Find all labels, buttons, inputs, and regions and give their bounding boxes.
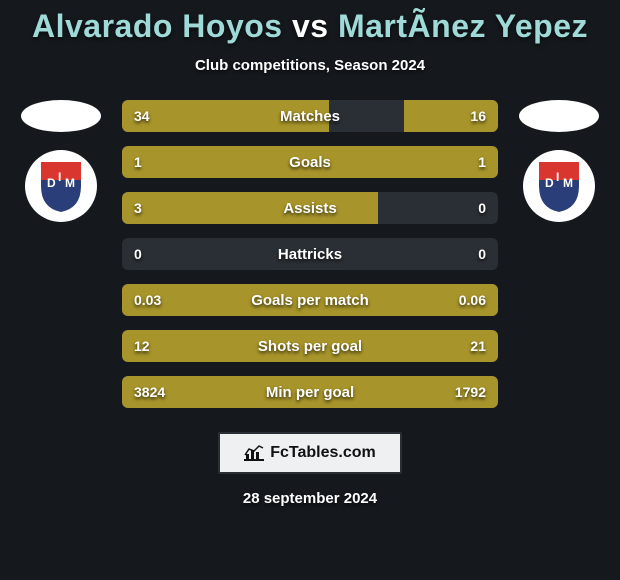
stat-value-right: 0	[478, 238, 486, 270]
stat-bar-left	[122, 376, 498, 408]
player1-name: Alvarado Hoyos	[32, 8, 283, 44]
main-panel: D I M 3416Matches11Goals30Assists00Hattr…	[0, 100, 620, 408]
svg-text:M: M	[65, 176, 75, 190]
chart-icon	[244, 445, 264, 461]
stat-row: 11Goals	[122, 146, 498, 178]
stat-row: 30Assists	[122, 192, 498, 224]
svg-text:D: D	[47, 176, 56, 190]
svg-text:M: M	[563, 176, 573, 190]
stat-bar-right	[287, 284, 498, 316]
stat-bar-right	[404, 100, 498, 132]
stat-bar-left	[122, 284, 287, 316]
left-side-column: D I M	[8, 100, 114, 408]
player2-photo-placeholder	[519, 100, 599, 132]
shield-icon: D I M	[535, 160, 583, 212]
player2-club-badge: D I M	[523, 150, 595, 222]
stat-value-right: 0	[478, 192, 486, 224]
player2-name: MartÃnez Yepez	[338, 8, 588, 44]
shield-icon: D I M	[37, 160, 85, 212]
footer-logo-text: FcTables.com	[270, 444, 376, 462]
subtitle: Club competitions, Season 2024	[195, 57, 425, 74]
stat-row: 0.030.06Goals per match	[122, 284, 498, 316]
stat-row: 0 0Hattricks	[122, 238, 498, 270]
stat-label: Hattricks	[122, 238, 498, 270]
stats-column: 3416Matches11Goals30Assists00Hattricks0.…	[114, 100, 506, 408]
stat-row: 3416Matches	[122, 100, 498, 132]
stat-bar-left	[122, 192, 378, 224]
footer-date: 28 september 2024	[243, 490, 377, 507]
svg-text:I: I	[58, 170, 61, 184]
right-side-column: D I M	[506, 100, 612, 408]
stat-bar-left	[122, 100, 329, 132]
stat-row: 1221Shots per goal	[122, 330, 498, 362]
stat-value-left: 0	[134, 238, 142, 270]
footer-logo: FcTables.com	[218, 432, 402, 474]
player1-photo-placeholder	[21, 100, 101, 132]
player1-club-badge: D I M	[25, 150, 97, 222]
comparison-card: Alvarado Hoyos vs MartÃnez Yepez Club co…	[0, 0, 620, 580]
stat-bar-right	[310, 146, 498, 178]
stat-row: 38241792Min per goal	[122, 376, 498, 408]
vs-label: vs	[292, 8, 329, 44]
stat-bar-left	[122, 146, 310, 178]
comparison-title: Alvarado Hoyos vs MartÃnez Yepez	[32, 8, 588, 45]
svg-text:I: I	[556, 170, 559, 184]
svg-text:D: D	[545, 176, 554, 190]
stat-bar-left	[122, 330, 498, 362]
